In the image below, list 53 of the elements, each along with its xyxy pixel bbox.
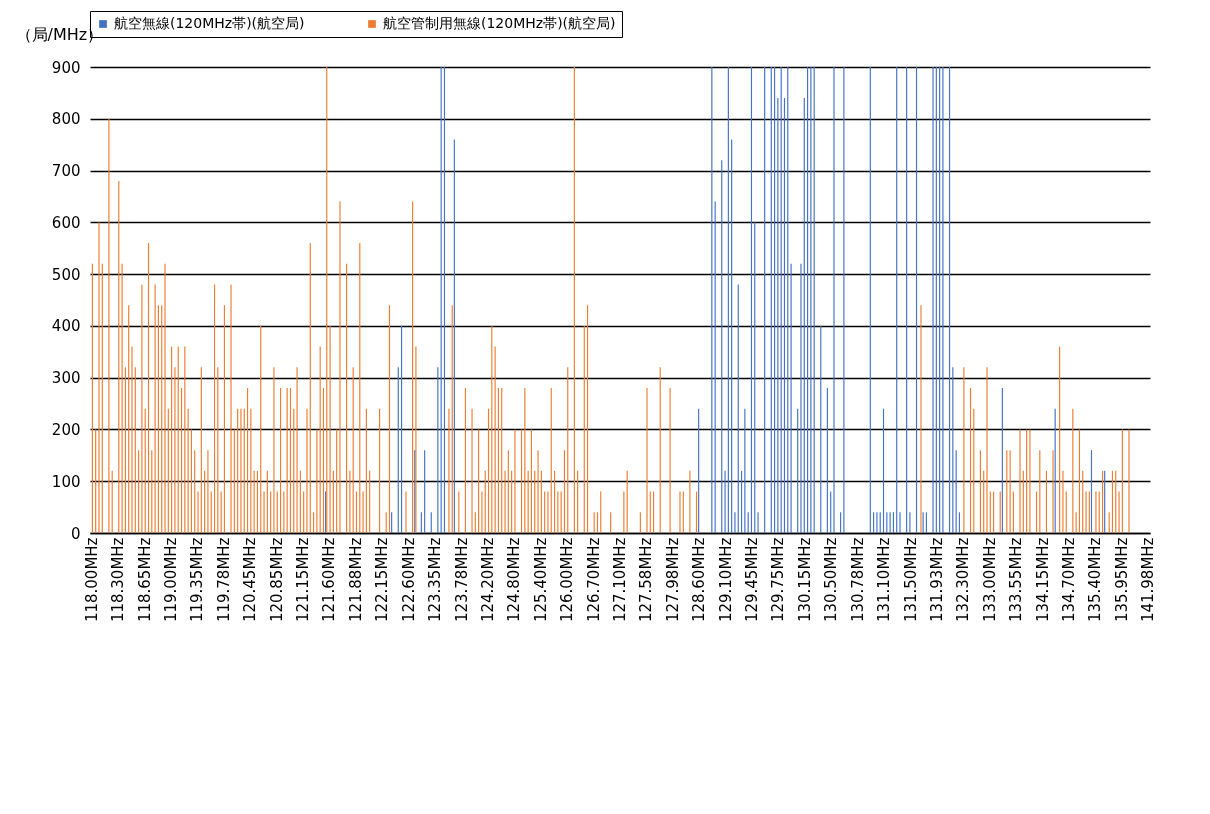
- y-tick-label: 800: [51, 110, 81, 129]
- y-tick-label: 200: [51, 420, 81, 439]
- x-tick-label: 118.30MHz: [109, 537, 128, 623]
- x-tick-label: 119.00MHz: [162, 537, 181, 623]
- x-tick-label: 131.10MHz: [875, 537, 894, 623]
- x-tick-label: 129.10MHz: [716, 537, 735, 623]
- x-tick-label: 119.78MHz: [214, 537, 233, 623]
- x-tick-label: 134.15MHz: [1033, 537, 1052, 623]
- x-tick-label: 130.78MHz: [848, 537, 867, 623]
- x-tick-label: 141.98MHz: [1139, 537, 1158, 623]
- y-tick-label: 700: [51, 162, 81, 181]
- y-tick-label: 900: [51, 58, 81, 77]
- x-tick-label: 127.98MHz: [663, 537, 682, 623]
- x-tick-label: 120.85MHz: [267, 537, 286, 623]
- x-tick-label: 127.10MHz: [611, 537, 629, 623]
- x-tick-label: 119.35MHz: [188, 537, 207, 623]
- y-tick-label: 100: [51, 472, 81, 491]
- y-tick-label: 500: [51, 265, 81, 284]
- x-tick-label: 133.55MHz: [1007, 537, 1026, 623]
- x-tick-label: 118.65MHz: [135, 537, 154, 623]
- x-tick-label: 121.60MHz: [320, 537, 339, 623]
- x-tick-label: 123.35MHz: [426, 537, 445, 623]
- x-tick-label: 124.20MHz: [478, 537, 497, 623]
- x-tick-label: 135.95MHz: [1112, 537, 1131, 623]
- x-tick-label: 129.45MHz: [743, 537, 762, 623]
- x-tick-label: 130.15MHz: [795, 537, 814, 623]
- x-tick-label: 126.00MHz: [558, 537, 577, 623]
- y-tick-label: 400: [51, 317, 81, 336]
- x-tick-label: 127.58MHz: [637, 537, 656, 623]
- x-tick-label: 132.30MHz: [954, 537, 973, 623]
- x-tick-label: 121.88MHz: [346, 537, 365, 623]
- y-tick-label: 600: [51, 213, 81, 232]
- x-tick-label: 131.50MHz: [901, 537, 920, 623]
- legend-label: 航空管制用無線(120MHz帯)(航空局): [383, 15, 616, 31]
- x-tick-label: 121.15MHz: [294, 537, 313, 623]
- x-tick-label: 122.15MHz: [373, 537, 392, 623]
- y-tick-label: 0: [70, 524, 81, 543]
- x-tick-label: 126.70MHz: [584, 537, 603, 623]
- x-tick-label: 124.80MHz: [505, 537, 524, 623]
- x-tick-label: 133.00MHz: [980, 537, 999, 623]
- x-tick-label: 135.40MHz: [1086, 537, 1105, 623]
- x-tick-label: 131.93MHz: [927, 537, 946, 623]
- x-tick-label: 125.40MHz: [531, 537, 550, 623]
- x-tick-label: 130.50MHz: [822, 537, 841, 623]
- legend-label: 航空無線(120MHz帯)(航空局): [114, 15, 305, 31]
- y-tick-label: 300: [51, 369, 81, 388]
- x-tick-label: 123.78MHz: [452, 537, 471, 623]
- x-tick-label: 129.75MHz: [769, 537, 788, 623]
- x-tick-label: 120.45MHz: [241, 537, 260, 623]
- x-tick-label: 122.60MHz: [399, 537, 418, 623]
- x-tick-label: 134.70MHz: [1059, 537, 1078, 623]
- x-tick-label: 128.60MHz: [690, 537, 709, 623]
- x-tick-label: 118.00MHz: [82, 537, 101, 623]
